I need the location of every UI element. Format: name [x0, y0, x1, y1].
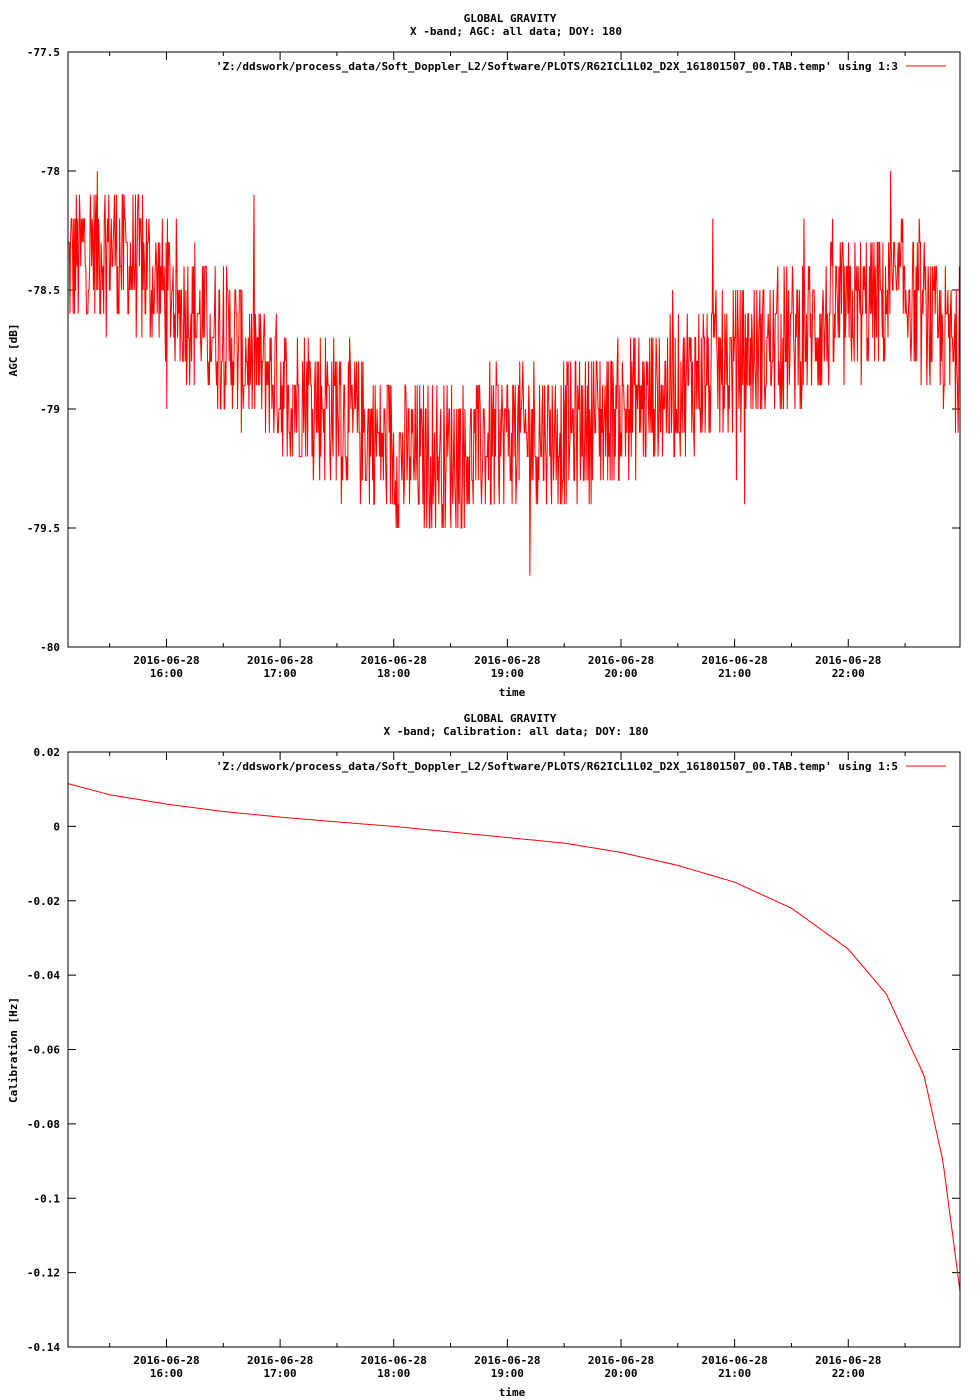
chart-subtitle: X -band; AGC: all data; DOY: 180 [410, 25, 622, 38]
y-tick-label: -0.1 [34, 1192, 61, 1205]
y-tick-label: 0.02 [34, 746, 61, 759]
agc-series-line [68, 170, 961, 576]
x-tick-date: 2016-06-28 [702, 654, 768, 667]
x-tick-date: 2016-06-28 [815, 654, 881, 667]
x-tick-time: 17:00 [264, 1367, 297, 1380]
x-tick-date: 2016-06-28 [133, 1354, 199, 1367]
x-tick-date: 2016-06-28 [815, 1354, 881, 1367]
y-tick-label: -80 [40, 641, 60, 654]
calibration-series-line [67, 783, 961, 1292]
y-tick-label: -78.5 [27, 284, 60, 297]
y-tick-label: -79.5 [27, 522, 60, 535]
x-tick-time: 16:00 [150, 667, 183, 680]
x-tick-date: 2016-06-28 [361, 1354, 427, 1367]
x-tick-date: 2016-06-28 [702, 1354, 768, 1367]
x-tick-time: 22:00 [832, 1367, 865, 1380]
y-tick-label: -0.06 [27, 1044, 60, 1057]
x-tick-date: 2016-06-28 [361, 654, 427, 667]
calibration-chart: GLOBAL GRAVITY X -band; Calibration: all… [7, 712, 961, 1399]
x-tick-date: 2016-06-28 [474, 654, 540, 667]
x-tick-date: 2016-06-28 [588, 654, 654, 667]
x-axis-label: time [499, 1386, 526, 1399]
x-tick-date: 2016-06-28 [247, 1354, 313, 1367]
x-tick-date: 2016-06-28 [247, 654, 313, 667]
x-tick-time: 18:00 [377, 1367, 410, 1380]
x-tick-time: 20:00 [604, 667, 637, 680]
y-axis-label: AGC [dB] [7, 324, 20, 377]
x-tick-time: 19:00 [491, 1367, 524, 1380]
x-tick-time: 21:00 [718, 1367, 751, 1380]
x-tick-time: 19:00 [491, 667, 524, 680]
legend-label: 'Z:/ddswork/process_data/Soft_Doppler_L2… [216, 760, 898, 773]
x-tick-date: 2016-06-28 [588, 1354, 654, 1367]
chart-title: GLOBAL GRAVITY [464, 12, 557, 25]
y-tick-label: 0 [53, 820, 60, 833]
x-tick-time: 20:00 [604, 1367, 637, 1380]
axis-ticks: 0.02 0 -0.02 -0.04 -0.06 -0.08 -0.1 -0.12 -0.14 2… [27, 746, 960, 1380]
y-tick-label: -0.02 [27, 895, 60, 908]
y-tick-label: -77.5 [27, 46, 60, 59]
x-tick-time: 16:00 [150, 1367, 183, 1380]
x-axis-label: time [499, 686, 526, 699]
x-tick-time: 18:00 [377, 667, 410, 680]
x-tick-time: 22:00 [832, 667, 865, 680]
agc-chart: GLOBAL GRAVITY X -band; AGC: all data; D… [7, 12, 961, 699]
y-tick-label: -0.04 [27, 969, 60, 982]
y-tick-label: -0.08 [27, 1118, 60, 1131]
x-tick-time: 17:00 [264, 667, 297, 680]
y-tick-label: -79 [40, 403, 60, 416]
plot-frame [67, 51, 961, 648]
y-axis-label: Calibration [Hz] [7, 997, 20, 1103]
y-tick-label: -0.12 [27, 1267, 60, 1280]
x-tick-date: 2016-06-28 [133, 654, 199, 667]
legend-label: 'Z:/ddswork/process_data/Soft_Doppler_L2… [216, 60, 898, 73]
x-tick-time: 21:00 [718, 667, 751, 680]
x-tick-date: 2016-06-28 [474, 1354, 540, 1367]
y-tick-label: -78 [40, 165, 60, 178]
axis-ticks: -77.5-78-78.5-79-79.5-802016-06-2816:002… [27, 46, 960, 680]
y-tick-label: -0.14 [27, 1341, 60, 1354]
plot-frame [67, 751, 961, 1348]
chart-subtitle: X -band; Calibration: all data; DOY: 180 [384, 725, 649, 738]
chart-title: GLOBAL GRAVITY [464, 712, 557, 725]
